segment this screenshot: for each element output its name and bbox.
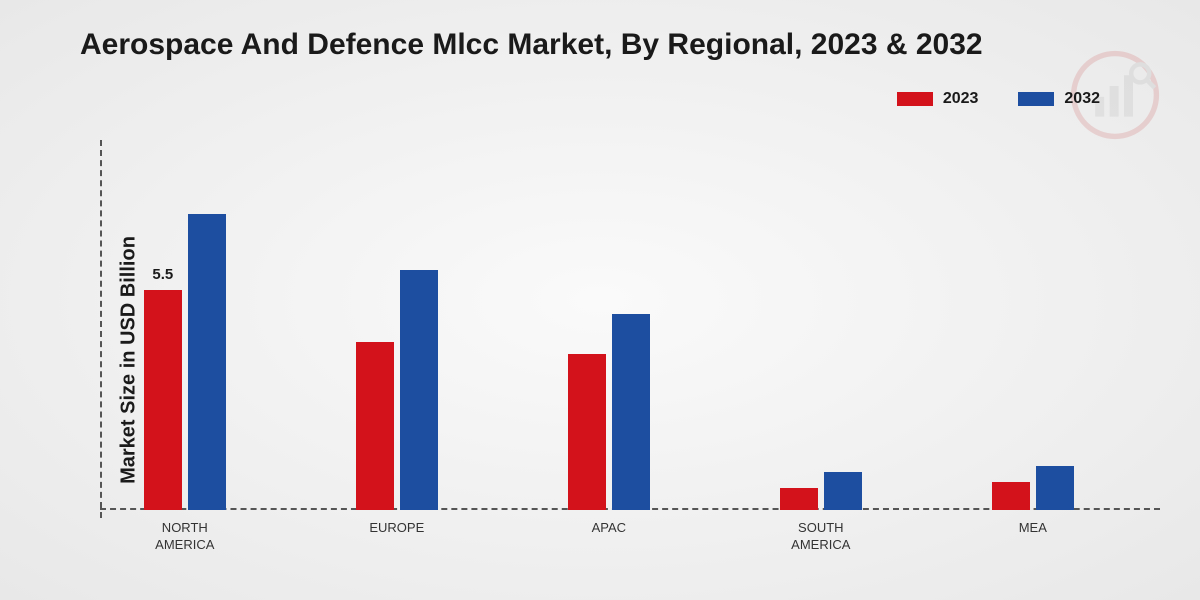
bar-2023 <box>568 354 606 510</box>
plot-area: 5.5NORTHAMERICA EUROPE APAC SOUTHAMERICA MEA <box>100 150 1160 510</box>
bar-value-label: 5.5 <box>152 266 173 283</box>
legend-swatch-2023 <box>897 92 933 106</box>
y-axis-line <box>100 140 102 518</box>
legend-item-2023: 2023 <box>897 90 979 108</box>
bar-2023: 5.5 <box>144 290 182 510</box>
bar-group: SOUTHAMERICA <box>780 472 862 510</box>
legend-swatch-2032 <box>1018 92 1054 106</box>
bar-2032 <box>824 472 862 510</box>
bar-group: APAC <box>568 314 650 510</box>
x-tick-label: MEA <box>1019 520 1047 537</box>
x-tick-label: EUROPE <box>369 520 424 537</box>
bar-group: EUROPE <box>356 270 438 510</box>
bar-group: 5.5NORTHAMERICA <box>144 214 226 510</box>
chart-title: Aerospace And Defence Mlcc Market, By Re… <box>80 28 983 62</box>
legend-label-2032: 2032 <box>1064 90 1100 108</box>
bar-2032 <box>188 214 226 510</box>
legend-item-2032: 2032 <box>1018 90 1100 108</box>
bar-2023 <box>356 342 394 510</box>
bar-group: MEA <box>992 466 1074 510</box>
bar-2032 <box>400 270 438 510</box>
x-tick-label: NORTHAMERICA <box>155 520 214 554</box>
bar-2023 <box>992 482 1030 510</box>
legend: 2023 2032 <box>897 90 1100 108</box>
bar-2032 <box>612 314 650 510</box>
bar-2023 <box>780 488 818 510</box>
x-tick-label: APAC <box>592 520 626 537</box>
legend-label-2023: 2023 <box>943 90 979 108</box>
bar-2032 <box>1036 466 1074 510</box>
x-tick-label: SOUTHAMERICA <box>791 520 850 554</box>
